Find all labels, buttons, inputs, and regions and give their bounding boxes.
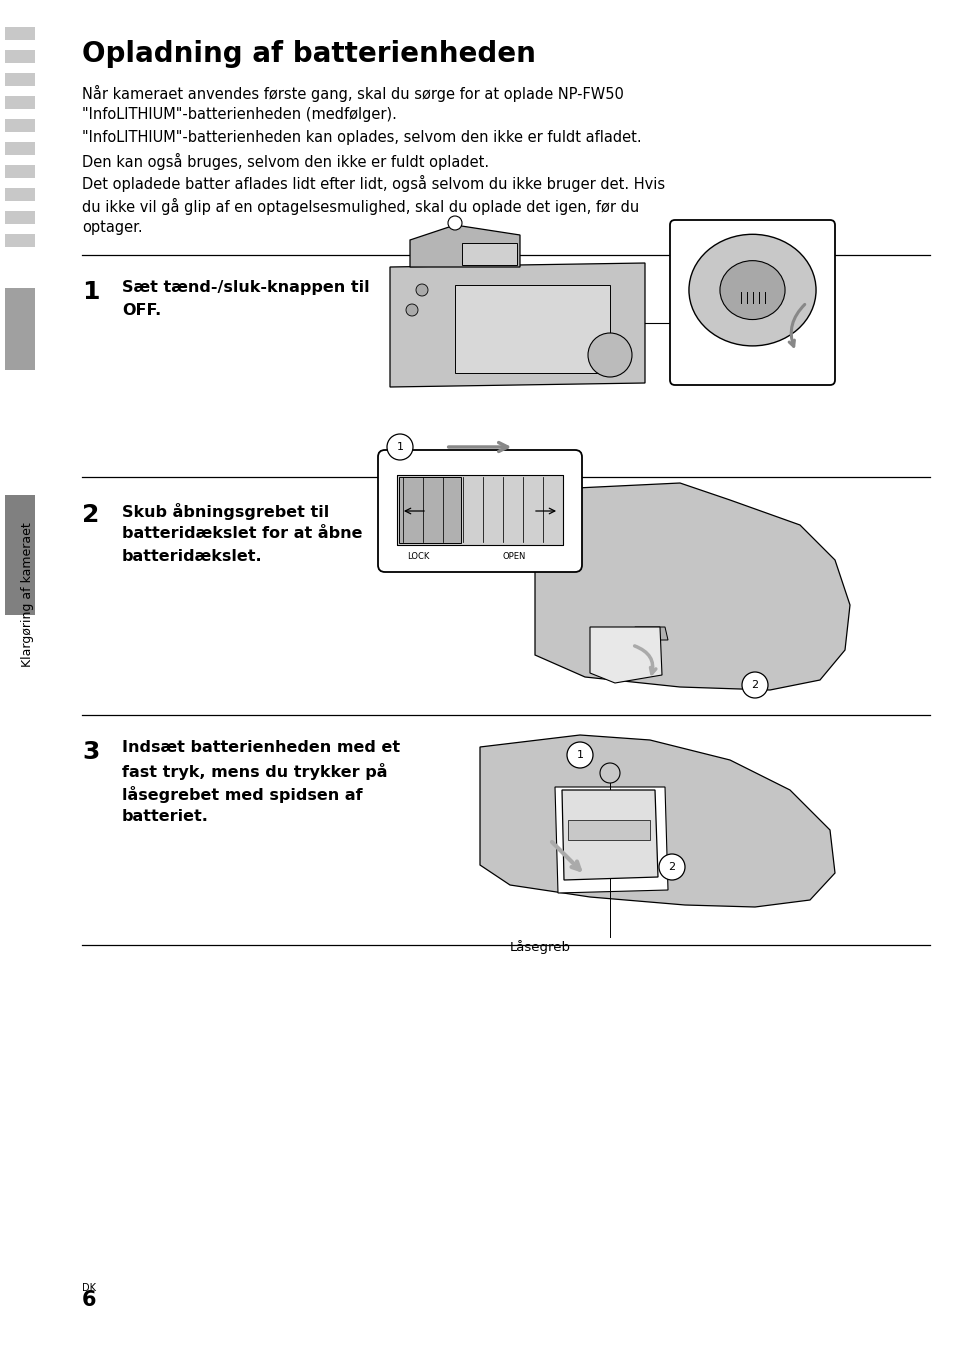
Bar <box>5 165 35 178</box>
Text: 1: 1 <box>82 280 99 304</box>
Polygon shape <box>589 627 661 683</box>
Text: 3: 3 <box>82 740 99 764</box>
Text: Sæt tænd-/sluk-knappen til: Sæt tænd-/sluk-knappen til <box>122 280 369 295</box>
Text: 6: 6 <box>82 1290 96 1310</box>
Bar <box>5 50 35 63</box>
Polygon shape <box>555 787 667 893</box>
Ellipse shape <box>720 261 784 320</box>
Circle shape <box>566 742 593 768</box>
Text: "InfoLITHIUM"-batterienheden kan oplades, selvom den ikke er fuldt afladet.: "InfoLITHIUM"-batterienheden kan oplades… <box>82 130 641 145</box>
Circle shape <box>587 334 631 377</box>
Polygon shape <box>635 627 667 640</box>
Ellipse shape <box>688 234 815 346</box>
Text: batteriet.: batteriet. <box>122 808 209 824</box>
Circle shape <box>406 304 417 316</box>
Bar <box>5 143 35 155</box>
Bar <box>5 118 35 132</box>
Bar <box>455 285 609 373</box>
Polygon shape <box>535 483 849 690</box>
Circle shape <box>599 763 619 783</box>
Polygon shape <box>479 734 834 907</box>
Text: Skub åbningsgrebet til: Skub åbningsgrebet til <box>122 503 329 521</box>
Bar <box>5 73 35 86</box>
Bar <box>5 188 35 200</box>
Bar <box>5 95 35 109</box>
Text: 2: 2 <box>751 681 758 690</box>
Text: Indsæt batterienheden med et: Indsæt batterienheden med et <box>122 740 399 755</box>
Circle shape <box>387 434 413 460</box>
Text: Når kameraet anvendes første gang, skal du sørge for at oplade NP-FW50: Når kameraet anvendes første gang, skal … <box>82 85 623 102</box>
Bar <box>5 27 35 40</box>
Text: låsegrebet med spidsen af: låsegrebet med spidsen af <box>122 785 362 803</box>
Text: 2: 2 <box>668 862 675 872</box>
Text: optager.: optager. <box>82 221 143 235</box>
Bar <box>567 820 649 841</box>
Polygon shape <box>390 264 644 387</box>
Text: OFF.: OFF. <box>122 303 161 317</box>
Text: batteridækslet for at åbne: batteridækslet for at åbne <box>122 526 362 541</box>
Polygon shape <box>410 225 519 268</box>
Bar <box>5 495 35 615</box>
Bar <box>461 243 517 265</box>
Text: 2: 2 <box>82 503 99 527</box>
Text: Opladning af batterienheden: Opladning af batterienheden <box>82 40 536 69</box>
Text: 1: 1 <box>576 751 583 760</box>
Circle shape <box>741 672 767 698</box>
Text: 1: 1 <box>396 443 403 452</box>
Text: Den kan også bruges, selvom den ikke er fuldt opladet.: Den kan også bruges, selvom den ikke er … <box>82 152 489 169</box>
FancyBboxPatch shape <box>669 221 834 385</box>
Bar <box>398 477 460 543</box>
Text: OPEN: OPEN <box>502 551 526 561</box>
Polygon shape <box>561 790 658 880</box>
Text: DK: DK <box>82 1283 96 1293</box>
Text: du ikke vil gå glip af en optagelsesmulighed, skal du oplade det igen, før du: du ikke vil gå glip af en optagelsesmuli… <box>82 198 639 214</box>
Circle shape <box>448 217 461 230</box>
Bar <box>5 288 35 370</box>
FancyBboxPatch shape <box>377 451 581 572</box>
Text: "InfoLITHIUM"-batterienheden (medfølger).: "InfoLITHIUM"-batterienheden (medfølger)… <box>82 108 396 122</box>
Bar <box>5 234 35 247</box>
Bar <box>396 475 562 545</box>
Text: LOCK: LOCK <box>407 551 429 561</box>
Text: Klargøring af kameraet: Klargøring af kameraet <box>20 523 33 667</box>
Circle shape <box>659 854 684 880</box>
Text: fast tryk, mens du trykker på: fast tryk, mens du trykker på <box>122 763 387 780</box>
Text: batteridækslet.: batteridækslet. <box>122 549 262 564</box>
Text: Det opladede batter aflades lidt efter lidt, også selvom du ikke bruger det. Hvi: Det opladede batter aflades lidt efter l… <box>82 175 664 192</box>
Circle shape <box>416 284 428 296</box>
Text: Låsegreb: Låsegreb <box>510 940 571 954</box>
Bar <box>5 211 35 225</box>
